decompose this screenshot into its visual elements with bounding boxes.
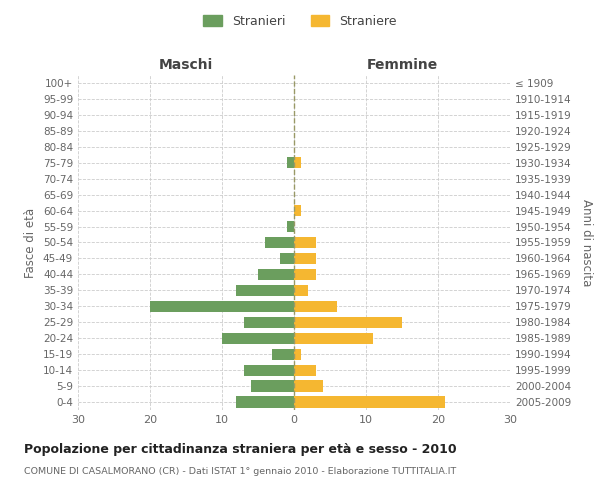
Bar	[265, 237, 294, 248]
Bar	[287, 221, 294, 232]
Bar	[251, 380, 294, 392]
Bar	[280, 253, 294, 264]
Text: Femmine: Femmine	[367, 58, 437, 72]
Bar	[244, 316, 294, 328]
Bar	[294, 237, 316, 248]
Y-axis label: Anni di nascita: Anni di nascita	[580, 199, 593, 286]
Legend: Stranieri, Straniere: Stranieri, Straniere	[199, 11, 401, 32]
Bar	[294, 157, 301, 168]
Bar	[236, 396, 294, 407]
Bar	[244, 364, 294, 376]
Text: Maschi: Maschi	[159, 58, 213, 72]
Bar	[294, 300, 337, 312]
Bar	[294, 205, 301, 216]
Bar	[222, 332, 294, 344]
Bar	[236, 285, 294, 296]
Bar	[294, 396, 445, 407]
Bar	[294, 380, 323, 392]
Text: COMUNE DI CASALMORANO (CR) - Dati ISTAT 1° gennaio 2010 - Elaborazione TUTTITALI: COMUNE DI CASALMORANO (CR) - Dati ISTAT …	[24, 468, 456, 476]
Bar	[294, 316, 402, 328]
Bar	[294, 364, 316, 376]
Text: Popolazione per cittadinanza straniera per età e sesso - 2010: Popolazione per cittadinanza straniera p…	[24, 442, 457, 456]
Bar	[294, 348, 301, 360]
Bar	[294, 253, 316, 264]
Bar	[294, 269, 316, 280]
Bar	[294, 332, 373, 344]
Bar	[272, 348, 294, 360]
Bar	[150, 300, 294, 312]
Bar	[287, 157, 294, 168]
Y-axis label: Fasce di età: Fasce di età	[25, 208, 37, 278]
Bar	[294, 285, 308, 296]
Bar	[258, 269, 294, 280]
